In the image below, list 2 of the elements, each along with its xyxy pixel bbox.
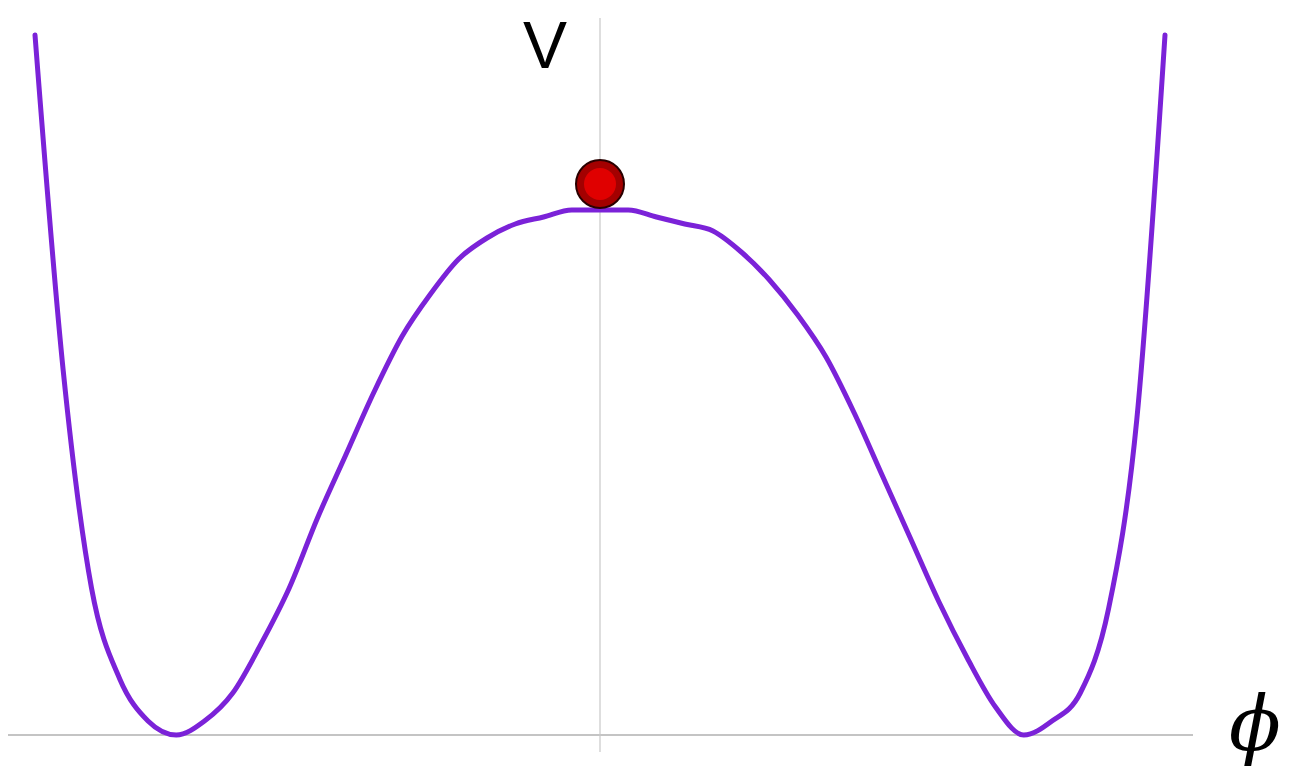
x-axis-title: ϕ: [1229, 679, 1281, 768]
y-axis-title: V: [522, 8, 568, 82]
